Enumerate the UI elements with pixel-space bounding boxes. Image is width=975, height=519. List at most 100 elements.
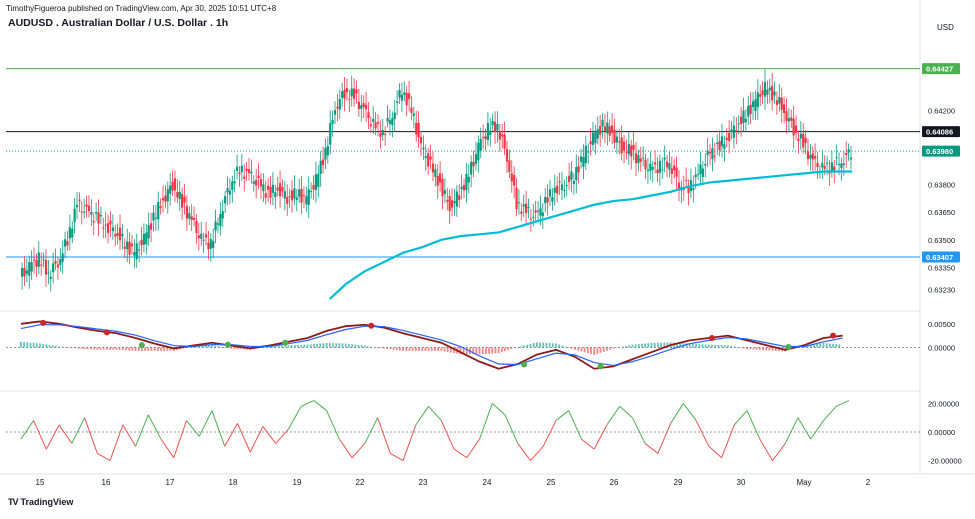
candle-body[interactable] xyxy=(470,161,473,175)
candle-body[interactable] xyxy=(235,166,239,171)
candle-body[interactable] xyxy=(771,85,774,101)
moving-average-line[interactable] xyxy=(329,170,853,300)
candle-body[interactable] xyxy=(508,160,511,172)
candle-body[interactable] xyxy=(388,120,392,124)
candle-body[interactable] xyxy=(486,122,489,140)
candle-body[interactable] xyxy=(673,165,676,171)
candle-body[interactable] xyxy=(78,199,81,201)
candle-body[interactable] xyxy=(95,212,98,214)
candle-body[interactable] xyxy=(828,172,831,174)
candle-body[interactable] xyxy=(400,94,403,101)
candle-body[interactable] xyxy=(754,99,757,112)
osc-fast-line[interactable] xyxy=(20,320,843,370)
candle-body[interactable] xyxy=(59,259,62,265)
candle-body[interactable] xyxy=(751,101,755,108)
candle-body[interactable] xyxy=(195,221,198,234)
candle-body[interactable] xyxy=(716,142,719,145)
candle-body[interactable] xyxy=(181,194,184,208)
candle-body[interactable] xyxy=(228,190,232,195)
candle-body[interactable] xyxy=(164,195,167,202)
candle-body[interactable] xyxy=(711,148,714,160)
candle-body[interactable] xyxy=(369,124,372,127)
candle-body[interactable] xyxy=(257,175,260,179)
candle-body[interactable] xyxy=(52,263,55,273)
candle-body[interactable] xyxy=(384,133,387,135)
candle-body[interactable] xyxy=(551,196,554,202)
candle-body[interactable] xyxy=(61,253,64,262)
candle-body[interactable] xyxy=(436,175,439,186)
candle-body[interactable] xyxy=(310,190,313,192)
candle-body[interactable] xyxy=(63,239,67,247)
candle-body[interactable] xyxy=(615,136,618,143)
candle-body[interactable] xyxy=(336,106,339,109)
osc-cross-marker[interactable] xyxy=(224,341,231,348)
candle-body[interactable] xyxy=(625,151,628,153)
candle-body[interactable] xyxy=(539,208,542,216)
candle-body[interactable] xyxy=(775,100,779,105)
candle-body[interactable] xyxy=(47,272,50,274)
candle-body[interactable] xyxy=(849,157,853,160)
candle-body[interactable] xyxy=(498,131,501,140)
candle-body[interactable] xyxy=(372,118,375,122)
candle-body[interactable] xyxy=(80,211,83,213)
candle-body[interactable] xyxy=(427,153,430,167)
candle-body[interactable] xyxy=(708,151,712,154)
candle-body[interactable] xyxy=(620,137,623,154)
candle-body[interactable] xyxy=(419,136,423,144)
candle-body[interactable] xyxy=(842,163,845,165)
candle-body[interactable] xyxy=(147,225,150,239)
candle-body[interactable] xyxy=(197,235,200,239)
candle-body[interactable] xyxy=(348,98,351,100)
candle-body[interactable] xyxy=(713,155,716,157)
candle-body[interactable] xyxy=(654,162,657,165)
candle-body[interactable] xyxy=(665,161,669,168)
symbol-title[interactable]: AUDUSD . Australian Dollar / U.S. Dollar… xyxy=(8,17,229,29)
candle-body[interactable] xyxy=(283,191,286,199)
candle-body[interactable] xyxy=(594,132,597,144)
candle-body[interactable] xyxy=(596,129,599,139)
candle-body[interactable] xyxy=(109,220,112,225)
candle-body[interactable] xyxy=(599,125,602,135)
candle-body[interactable] xyxy=(214,221,217,231)
candle-body[interactable] xyxy=(797,138,800,142)
candle-body[interactable] xyxy=(527,207,530,209)
candle-body[interactable] xyxy=(496,124,499,131)
candle-body[interactable] xyxy=(431,163,435,173)
candle-body[interactable] xyxy=(723,144,726,150)
candle-body[interactable] xyxy=(529,218,532,220)
candle-body[interactable] xyxy=(833,166,836,171)
candle-body[interactable] xyxy=(823,166,826,169)
candle-body[interactable] xyxy=(601,119,604,127)
candle-body[interactable] xyxy=(639,158,642,162)
candle-body[interactable] xyxy=(405,92,408,106)
candle-body[interactable] xyxy=(534,210,537,213)
candle-body[interactable] xyxy=(720,136,724,147)
candle-body[interactable] xyxy=(231,181,234,191)
candle-body[interactable] xyxy=(87,205,91,212)
candle-body[interactable] xyxy=(396,101,399,103)
candle-body[interactable] xyxy=(106,223,110,233)
candle-body[interactable] xyxy=(763,82,767,97)
candle-body[interactable] xyxy=(407,93,411,99)
candle-body[interactable] xyxy=(190,216,193,220)
candle-body[interactable] xyxy=(295,197,298,200)
candle-body[interactable] xyxy=(565,185,568,187)
candle-body[interactable] xyxy=(458,195,461,200)
candle-body[interactable] xyxy=(632,144,635,150)
candle-body[interactable] xyxy=(185,206,189,219)
candle-body[interactable] xyxy=(114,234,117,237)
candle-body[interactable] xyxy=(169,185,172,194)
candle-body[interactable] xyxy=(806,151,810,160)
candle-body[interactable] xyxy=(71,228,74,238)
candle-body[interactable] xyxy=(245,168,248,171)
candle-body[interactable] xyxy=(668,163,671,170)
candle-body[interactable] xyxy=(274,192,277,198)
candle-body[interactable] xyxy=(331,119,334,124)
candle-body[interactable] xyxy=(207,242,210,250)
candle-body[interactable] xyxy=(209,238,212,249)
candle-body[interactable] xyxy=(579,156,583,162)
candle-body[interactable] xyxy=(558,181,561,183)
candle-body[interactable] xyxy=(460,186,463,190)
candle-body[interactable] xyxy=(790,117,793,121)
candle-body[interactable] xyxy=(520,211,523,214)
